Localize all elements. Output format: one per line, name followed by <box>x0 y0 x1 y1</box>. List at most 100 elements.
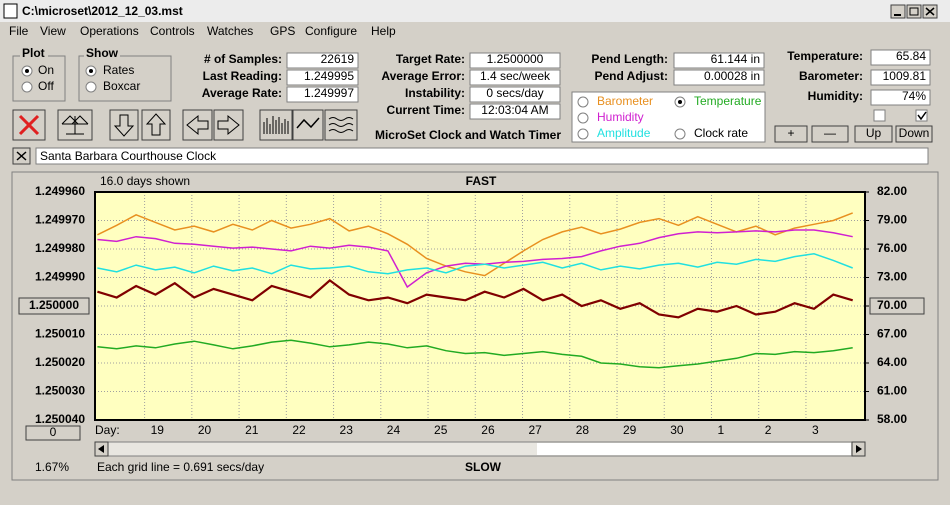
field-box <box>469 86 561 103</box>
y-tick-label: 1.249970 <box>35 213 85 227</box>
button[interactable] <box>774 125 808 143</box>
button[interactable] <box>854 125 893 143</box>
field-value: 12:03:04 AM <box>481 103 548 117</box>
x-tick-label: 23 <box>340 423 354 437</box>
y-tick-label: 1.250010 <box>35 327 85 341</box>
legend-label: Amplitude <box>597 126 651 140</box>
field-box <box>469 69 561 86</box>
menu-item[interactable]: Controls <box>150 24 195 38</box>
x-tick-label: 27 <box>529 423 543 437</box>
legend-radio[interactable] <box>674 128 686 140</box>
axis-button[interactable] <box>18 297 90 315</box>
field-label: Humidity: <box>808 89 863 103</box>
tool-up[interactable] <box>141 109 171 141</box>
legend: Barometer Temperature Humidity Amplitude Clo… <box>577 94 762 140</box>
clock-name-box[interactable] <box>35 147 929 165</box>
field-box <box>673 69 765 86</box>
menu-item[interactable]: View <box>40 24 66 38</box>
maximize[interactable] <box>906 4 922 19</box>
y2-tick-label: 61.00 <box>877 384 907 398</box>
field-box <box>469 103 561 120</box>
menu-item[interactable]: Help <box>371 24 396 38</box>
radio-boxcar[interactable] <box>85 81 97 93</box>
y2-tick-label: 73.00 <box>877 270 907 284</box>
y2-tick-label: 64.00 <box>877 355 907 369</box>
x-tick-label: 2 <box>765 423 772 437</box>
y-tick-label: 1.249980 <box>35 241 85 255</box>
field-box <box>286 52 359 69</box>
menu-item[interactable]: Watches <box>207 24 253 38</box>
field-value: 1.2500000 <box>487 52 544 66</box>
field-label: Pend Adjust: <box>594 69 668 83</box>
scroll-value: 0 <box>50 425 57 439</box>
button-label: Down <box>899 126 930 140</box>
button[interactable] <box>811 125 849 143</box>
radio-on[interactable] <box>21 65 33 77</box>
field-value: 0.00028 in <box>704 69 760 83</box>
x-tick-label: 30 <box>670 423 684 437</box>
toolbar <box>12 109 358 141</box>
x-tick-label: 26 <box>481 423 495 437</box>
menu-item[interactable]: File <box>9 24 29 38</box>
app-icon <box>3 3 18 19</box>
legend-label: Clock rate <box>694 126 748 140</box>
radio-rates[interactable] <box>85 65 97 77</box>
show-group <box>78 55 172 102</box>
chart-title: FAST <box>466 174 497 188</box>
y2-tick-label: 79.00 <box>877 213 907 227</box>
field-box <box>870 89 931 106</box>
field-box <box>286 69 359 86</box>
field-value: 22619 <box>321 52 355 66</box>
menu-item[interactable]: GPS <box>270 24 295 38</box>
menu-item[interactable]: Configure <box>305 24 357 38</box>
field-box <box>469 52 561 69</box>
scroll-value-button[interactable] <box>25 425 81 441</box>
checkbox[interactable] <box>873 109 886 122</box>
field-value: 1.249995 <box>304 69 354 83</box>
axis-button[interactable] <box>869 297 925 315</box>
x-tick-label: 28 <box>576 423 590 437</box>
legend-label: Temperature <box>694 94 762 108</box>
y-tick-label: 1.250040 <box>35 412 85 426</box>
radio-label: Rates <box>103 63 134 77</box>
checkbox[interactable] <box>915 109 928 122</box>
field-label: Current Time: <box>387 103 465 117</box>
x-tick-label: 22 <box>292 423 306 437</box>
legend-radio[interactable] <box>577 128 589 140</box>
y-tick-label: 1.250030 <box>35 384 85 398</box>
field-label: Last Reading: <box>203 69 282 83</box>
field-box <box>870 49 931 66</box>
clock-name: Santa Barbara Courthouse Clock <box>40 149 217 163</box>
app-title: MicroSet Clock and Watch Timer <box>375 128 561 142</box>
field-value: 74% <box>902 89 926 103</box>
tool-right[interactable] <box>213 109 244 141</box>
button[interactable] <box>895 125 933 143</box>
radio-label: Boxcar <box>103 79 140 93</box>
tool-left[interactable] <box>182 109 213 141</box>
field-label: Average Error: <box>381 69 465 83</box>
window-title: C:\microset\2012_12_03.mst <box>22 4 183 18</box>
field-value: 1.249997 <box>304 86 354 100</box>
legend-radio[interactable] <box>577 112 589 124</box>
x-tick-label: 1 <box>717 423 724 437</box>
title-bar <box>0 0 950 22</box>
legend-box <box>571 91 766 143</box>
axes: 1.249960 1.249970 1.249980 1.249990 1.250000… <box>18 184 925 437</box>
minimize[interactable] <box>890 4 906 19</box>
menu-item[interactable]: Operations <box>80 24 139 38</box>
window-controls[interactable] <box>890 4 938 19</box>
x-axis-label: Day: <box>95 423 120 437</box>
series-line <box>97 339 853 369</box>
x-tick-label: 20 <box>198 423 212 437</box>
field-label: # of Samples: <box>204 52 282 66</box>
tool-multi[interactable] <box>324 109 358 141</box>
bottom-label: SLOW <box>465 460 502 474</box>
y-tick-label: 1.249960 <box>35 184 85 198</box>
y2-tick-label: 82.00 <box>877 184 907 198</box>
legend-radio[interactable] <box>577 96 589 108</box>
lines <box>97 212 854 369</box>
radio-off[interactable] <box>21 81 33 93</box>
field-label: Instability: <box>405 86 465 100</box>
button-label: Up <box>866 126 882 140</box>
radio-label: On <box>38 63 54 77</box>
